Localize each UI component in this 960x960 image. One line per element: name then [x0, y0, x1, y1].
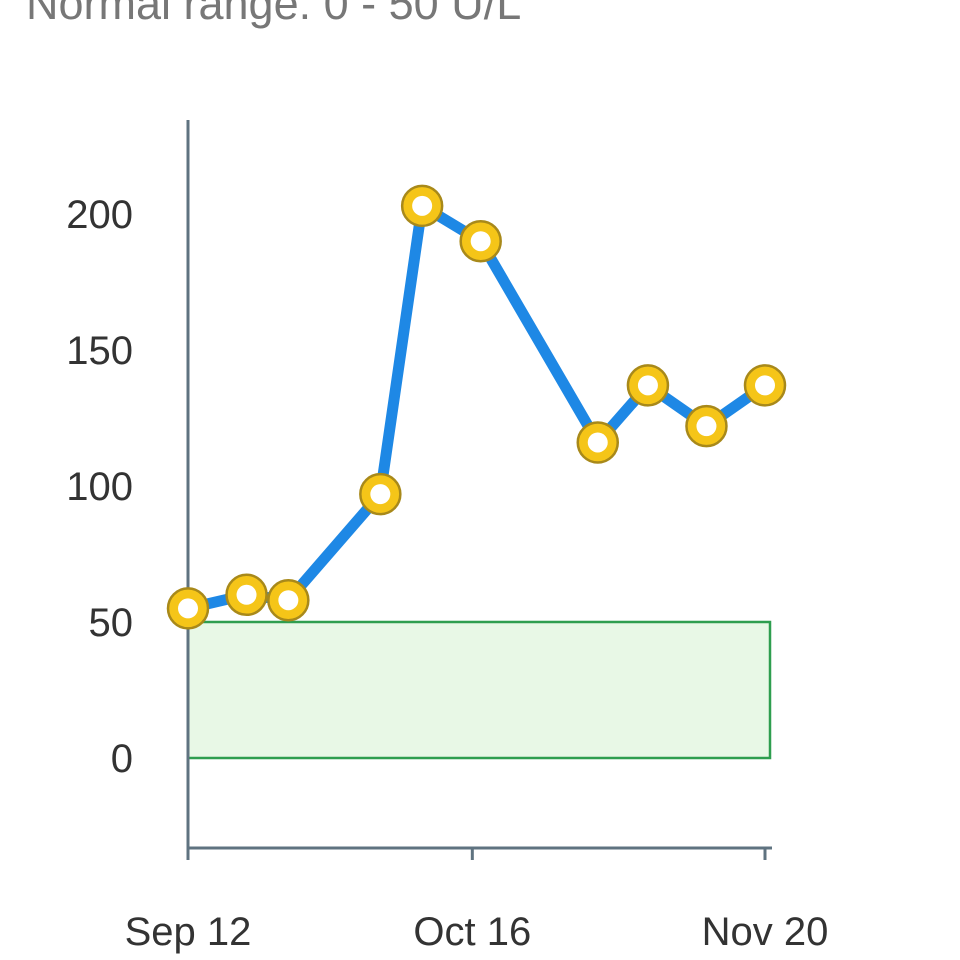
data-point	[359, 472, 402, 516]
data-point	[166, 587, 210, 630]
y-tick-label: 0	[111, 737, 133, 781]
data-point	[743, 364, 787, 407]
data-point	[459, 219, 502, 263]
data-point	[576, 421, 620, 464]
x-tick-label: Sep 12	[125, 910, 252, 954]
x-tick-label: Nov 20	[702, 910, 829, 954]
y-tick-label: 200	[66, 193, 133, 237]
y-tick-label: 50	[89, 601, 134, 645]
series-line	[182, 200, 771, 614]
data-point	[685, 404, 728, 448]
normal-range-band	[186, 620, 772, 760]
y-tick-labels: 0 50 100 150 200	[66, 193, 133, 781]
data-point	[225, 573, 268, 617]
y-tick-label: 100	[66, 465, 133, 509]
x-tick-label: Oct 16	[413, 910, 531, 954]
y-tick-label: 150	[66, 329, 133, 373]
x-ticks: Sep 12 Oct 16 Nov 20	[125, 848, 829, 954]
data-point	[267, 578, 310, 622]
data-points	[166, 184, 787, 630]
data-point	[626, 364, 670, 407]
data-point	[400, 184, 444, 228]
normal-range-label: Normal range: 0 - 50 U/L	[26, 0, 522, 29]
